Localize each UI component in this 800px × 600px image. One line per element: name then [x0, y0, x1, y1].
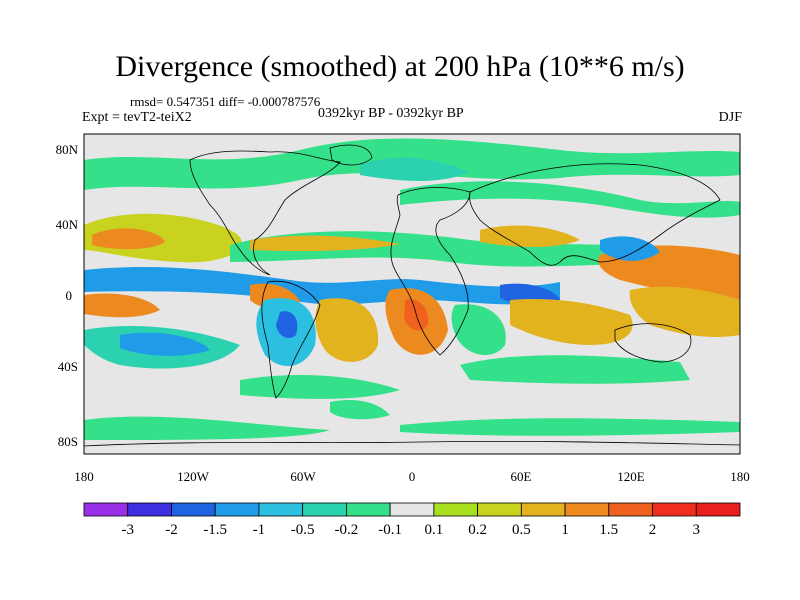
colorbar-swatch [608, 502, 653, 517]
colorbar-swatch [652, 502, 697, 517]
lat-label-40S: 40S [58, 359, 78, 374]
map-frame [83, 133, 741, 455]
colorbar-swatch [214, 502, 260, 517]
colorbar-swatch [345, 502, 391, 517]
divergence-field [84, 134, 740, 454]
lon-label-120W: 120W [177, 469, 210, 484]
colorbar-swatch [695, 502, 741, 517]
lon-label-60W: 60W [290, 469, 316, 484]
colorbar-label: 0.5 [512, 522, 531, 538]
lat-label-40N: 40N [56, 217, 79, 232]
colorbar-label: -2 [165, 522, 178, 538]
colorbar-label: -1 [253, 522, 266, 538]
colorbar: -3 -2 -1.5 -1 -0.5 -0.2 -0.1 0.1 0.2 0.5 1 1.5 2 3 [83, 502, 741, 538]
lon-label-180-west: 180 [74, 469, 94, 484]
coastlines [84, 144, 740, 447]
colorbar-label: -3 [121, 522, 134, 538]
lon-label-120E: 120E [617, 469, 645, 484]
colorbar-swatch [171, 502, 216, 517]
colorbar-swatch [302, 502, 347, 517]
colorbar-swatch [127, 502, 172, 517]
lon-axis: 180 120W 60W 0 60E 120E 180 [74, 469, 750, 484]
colorbar-swatch [520, 502, 566, 517]
stats-text: rmsd= 0.547351 diff= -0.000787576 [130, 94, 321, 109]
colorbar-label: 1 [561, 522, 569, 538]
experiment-label: Expt = tevT2-teiX2 [82, 110, 192, 125]
colorbar-swatch [564, 502, 610, 517]
lat-label-80S: 80S [58, 434, 78, 449]
colorbar-label: 0.2 [468, 522, 487, 538]
colorbar-swatch [477, 502, 522, 517]
lat-axis: 80N 40N 0 40S 80S [56, 142, 79, 449]
period-label: 0392kyr BP - 0392kyr BP [318, 106, 464, 121]
colorbar-label: -0.1 [378, 522, 402, 538]
colorbar-label: -1.5 [203, 522, 227, 538]
lon-label-60E: 60E [511, 469, 532, 484]
colorbar-swatch [83, 502, 129, 517]
map-title: Divergence (smoothed) at 200 hPa (10**6 … [115, 50, 685, 83]
colorbar-label: -0.2 [335, 522, 359, 538]
colorbar-label: -0.5 [291, 522, 315, 538]
lat-label-0: 0 [66, 288, 73, 303]
lon-label-0: 0 [409, 469, 416, 484]
colorbar-swatch [258, 502, 304, 517]
colorbar-label: 2 [649, 522, 657, 538]
colorbar-label: 0.1 [424, 522, 443, 538]
colorbar-label: 3 [693, 522, 701, 538]
lon-label-180-east: 180 [730, 469, 750, 484]
colorbar-swatch [433, 502, 479, 517]
season-label: DJF [718, 110, 742, 125]
lat-label-80N: 80N [56, 142, 79, 157]
colorbar-label: 1.5 [599, 522, 618, 538]
colorbar-swatch [389, 502, 435, 517]
